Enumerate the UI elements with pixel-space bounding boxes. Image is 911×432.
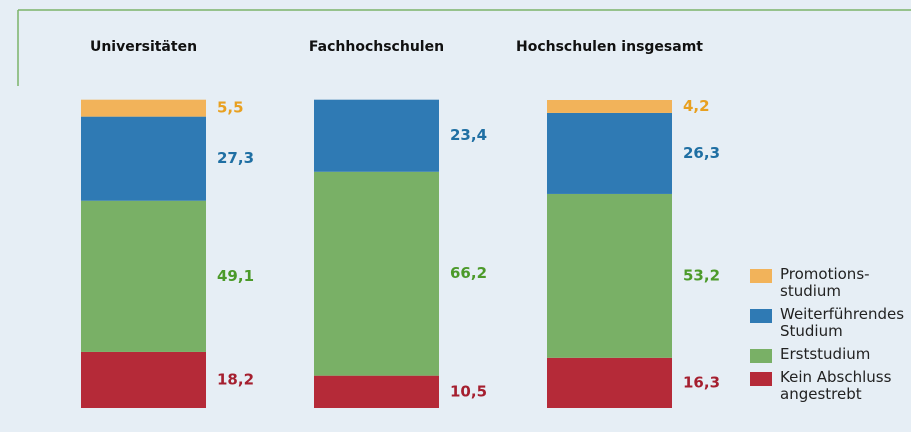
value-label: 49,1 xyxy=(217,267,254,285)
value-label: 66,2 xyxy=(450,264,487,282)
bar-segment xyxy=(547,193,672,358)
bar-segment xyxy=(81,200,206,352)
bar-segment xyxy=(547,357,672,408)
bar-segment xyxy=(81,99,206,117)
bar-segment xyxy=(81,116,206,201)
value-label: 26,3 xyxy=(683,144,720,162)
legend-item: Erststudium xyxy=(750,346,910,363)
legend: Promotions- studium Weiterführendes Studi… xyxy=(750,266,910,409)
bar-segment xyxy=(547,112,672,194)
bar-segment xyxy=(81,351,206,408)
legend-item: Kein Abschluss angestrebt xyxy=(750,369,910,403)
legend-label: Promotions- studium xyxy=(780,265,870,300)
category-label: Universitäten xyxy=(90,39,197,55)
legend-label: Kein Abschluss angestrebt xyxy=(780,368,892,403)
bar-segment xyxy=(314,99,439,172)
legend-item: Weiterführendes Studium xyxy=(750,306,910,340)
value-label: 16,3 xyxy=(683,373,720,391)
legend-label: Weiterführendes Studium xyxy=(780,305,905,340)
bar-segment xyxy=(314,375,439,408)
legend-label: Erststudium xyxy=(780,345,871,363)
value-label: 23,4 xyxy=(450,126,487,144)
value-label: 4,2 xyxy=(683,97,710,115)
legend-swatch xyxy=(750,372,772,386)
legend-swatch xyxy=(750,349,772,363)
category-label: Hochschulen insgesamt xyxy=(516,39,703,55)
value-label: 18,2 xyxy=(217,370,254,388)
legend-swatch xyxy=(750,309,772,323)
value-label: 10,5 xyxy=(450,382,487,400)
legend-item: Promotions- studium xyxy=(750,266,910,300)
bar-segment xyxy=(314,171,439,376)
value-label: 53,2 xyxy=(683,266,720,284)
legend-swatch xyxy=(750,269,772,283)
value-label: 27,3 xyxy=(217,149,254,167)
bar-segment xyxy=(547,100,672,113)
category-label: Fachhochschulen xyxy=(309,39,444,55)
value-label: 5,5 xyxy=(217,99,244,117)
